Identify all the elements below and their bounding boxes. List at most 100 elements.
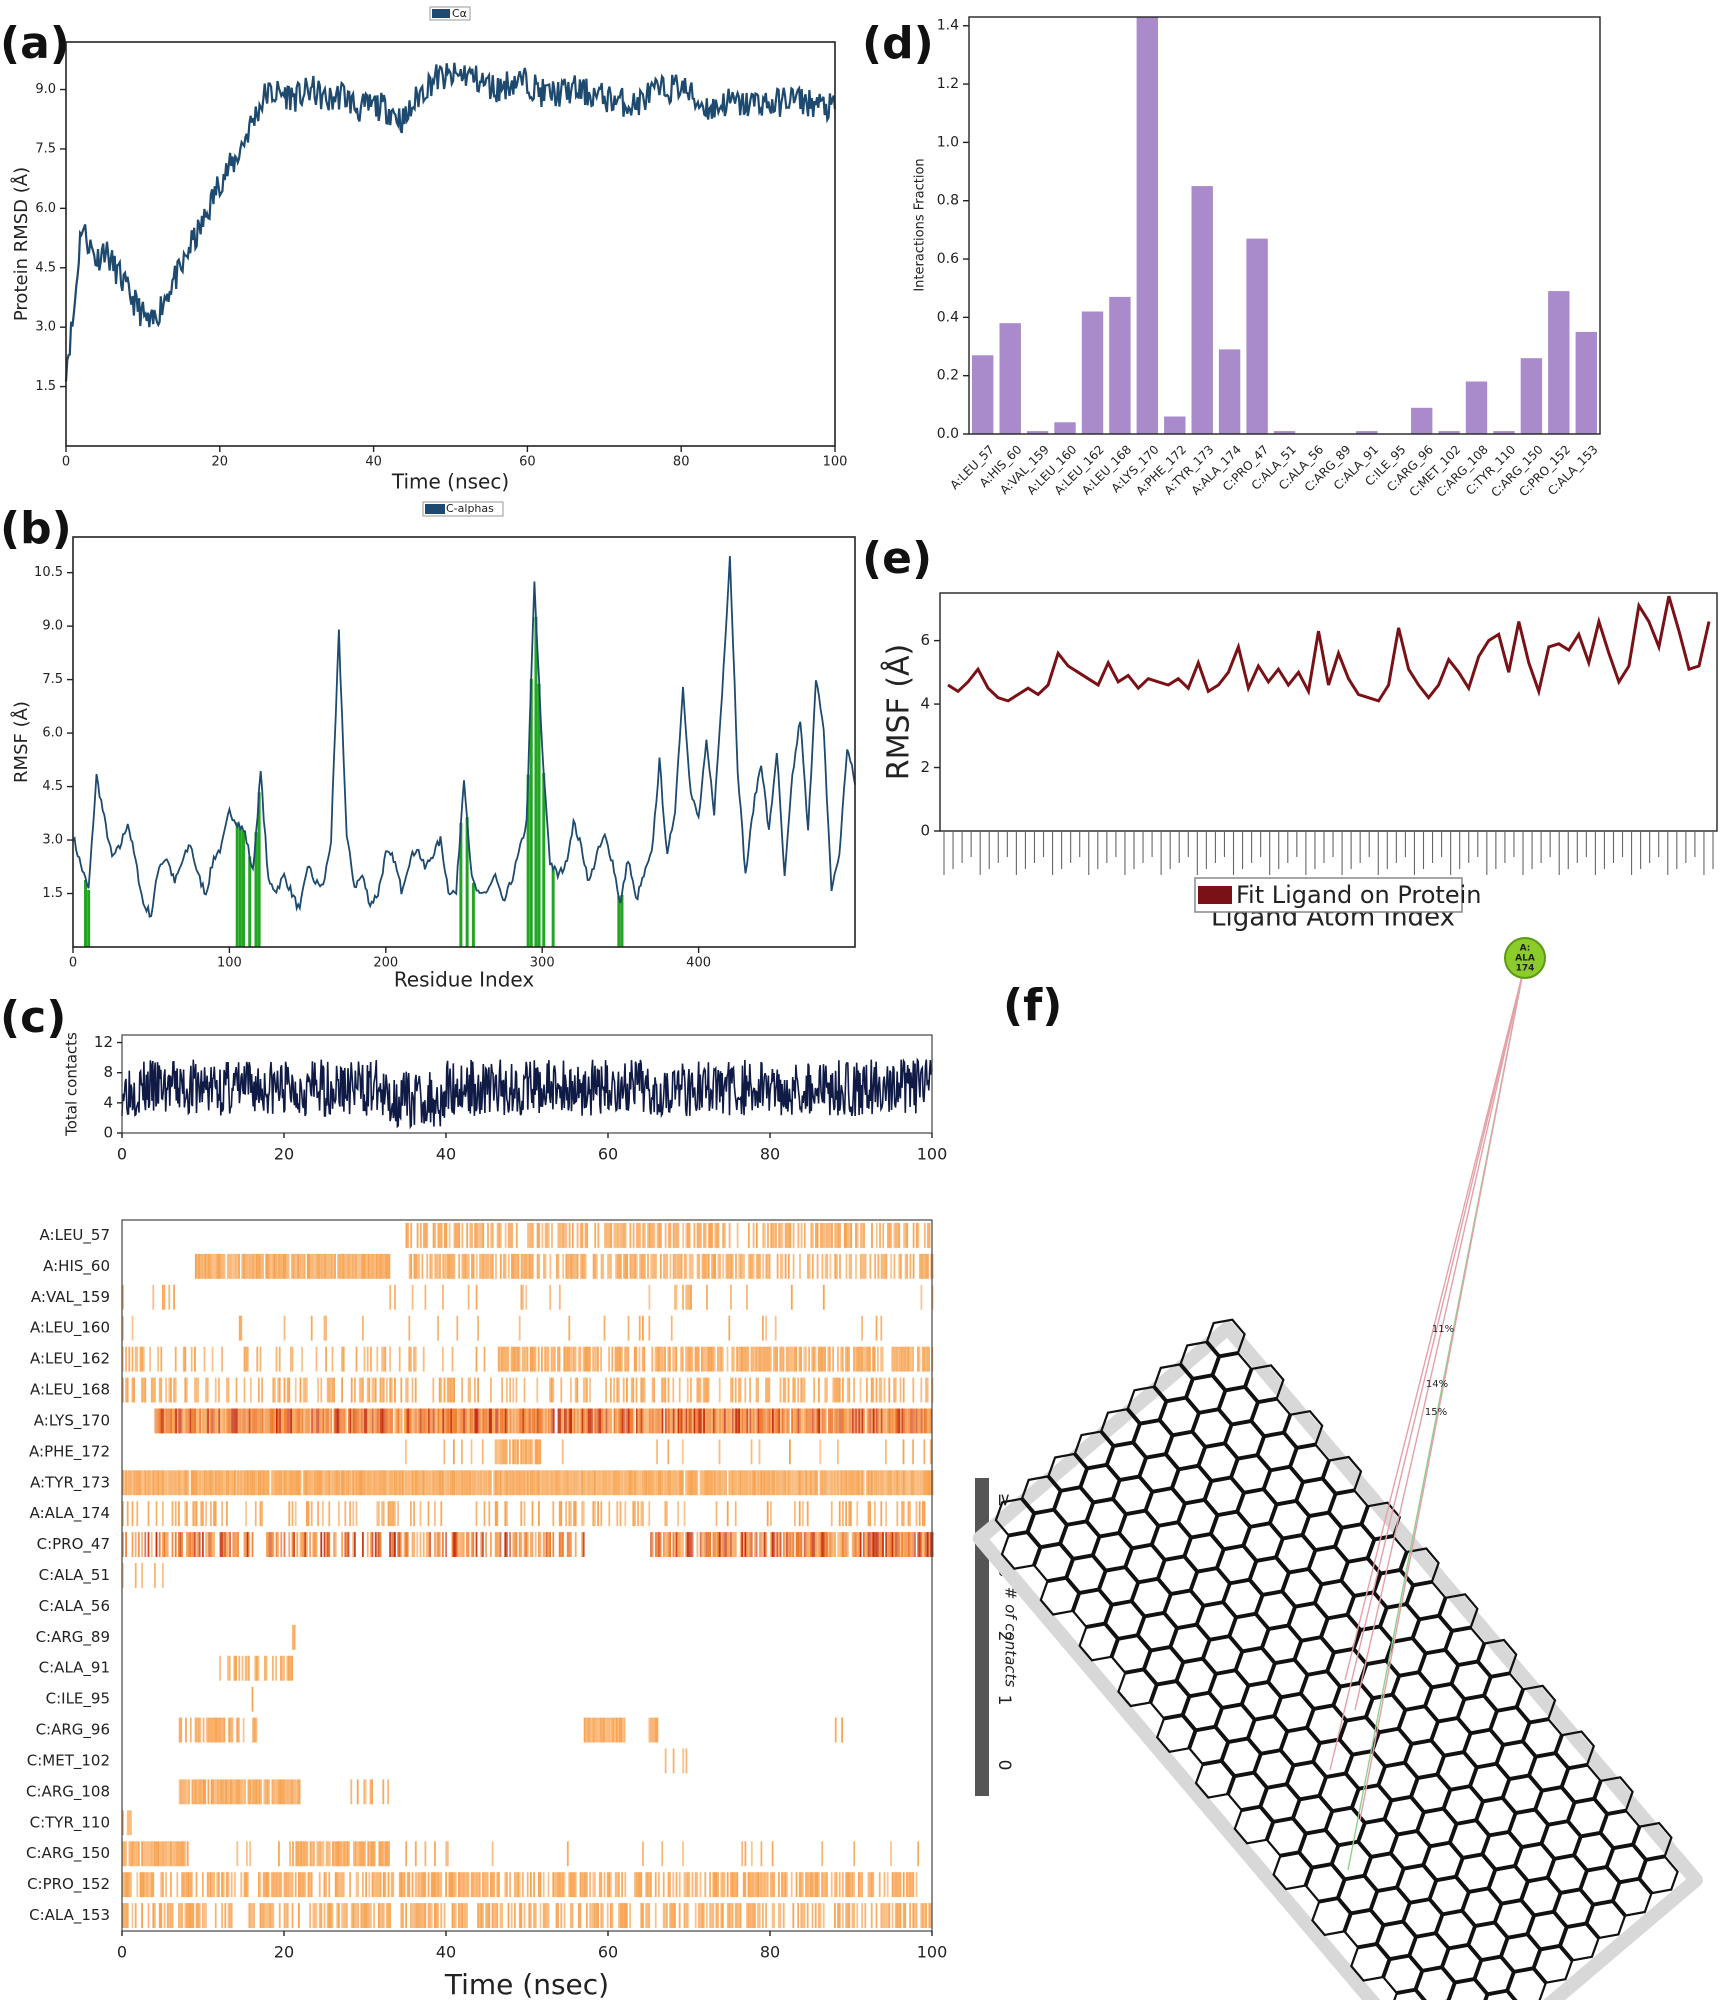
interaction-bar [1575, 331, 1597, 434]
heatmap-cell [482, 1470, 484, 1496]
heatmap-cell [608, 1501, 611, 1527]
heatmap-cell [549, 1284, 552, 1310]
heatmap-cell [406, 1532, 409, 1557]
heatmap-cell [765, 1408, 768, 1434]
heatmap-cell [370, 1903, 372, 1928]
heatmap-cell [664, 1748, 667, 1774]
heatmap-cell [706, 1408, 709, 1434]
heatmap-cell [255, 1717, 258, 1743]
heatmap-cell [456, 1223, 459, 1248]
heatmap-cell [378, 1470, 380, 1496]
heatmap-cell [318, 1903, 321, 1928]
heatmap-cell [810, 1408, 813, 1434]
nanotube-hexagon [1143, 1646, 1184, 1685]
heatmap-cell [616, 1470, 619, 1496]
heatmap-cell [503, 1408, 505, 1434]
heatmap-cell [840, 1532, 843, 1557]
nanotube-hexagon [1350, 1943, 1390, 1982]
heatmap-cell [928, 1223, 931, 1248]
heatmap-cell [368, 1408, 371, 1434]
heatmap-cell [816, 1470, 819, 1496]
heatmap-cell [800, 1377, 803, 1403]
heatmap-cell [529, 1439, 532, 1465]
heatmap-cell [551, 1223, 553, 1248]
heatmap-cell [867, 1532, 870, 1557]
nanotube-hexagon [1179, 1340, 1220, 1380]
rmsf-plot-frame [72, 536, 856, 948]
heatmap-cell [636, 1408, 638, 1434]
heatmap-cell [837, 1346, 839, 1372]
heatmap-cell [354, 1408, 357, 1434]
heatmap-cell [221, 1346, 223, 1372]
heatmap-cell [475, 1253, 478, 1279]
heatmap-cell [773, 1532, 776, 1557]
nanotube-hexagon [1047, 1452, 1088, 1492]
heatmap-cell [893, 1253, 896, 1279]
heatmap-cell [870, 1532, 873, 1557]
heatmap-cell [320, 1841, 323, 1867]
heatmap-cell [391, 1408, 393, 1434]
heatmap-cell [814, 1872, 817, 1898]
heatmap-cell [782, 1532, 785, 1557]
heatmap-cell [487, 1253, 489, 1279]
heatmap-cell [797, 1532, 800, 1557]
heatmap-cell [286, 1903, 289, 1928]
heatmap-row-label: C:TYR_110 [30, 1813, 110, 1832]
heatmap-cell [160, 1408, 163, 1434]
nanotube-hexagon [1469, 1763, 1510, 1802]
heatmap-cell [560, 1532, 563, 1557]
heatmap-cell [832, 1377, 835, 1403]
heatmap-cell [595, 1903, 598, 1928]
heatmap-cell [573, 1253, 576, 1279]
heatmap-cell [477, 1223, 480, 1248]
heatmap-cell [308, 1408, 310, 1434]
heatmap-cell [680, 1408, 683, 1434]
heatmap-cell [912, 1377, 915, 1403]
heatmap-cell [608, 1872, 611, 1898]
heatmap-cell [615, 1408, 617, 1434]
heatmap-cell [444, 1408, 446, 1434]
heatmap-cell [179, 1532, 182, 1557]
nanotube-hexagon [1139, 1453, 1179, 1492]
heatmap-cell [846, 1377, 849, 1403]
rmsf-legend-label: C-alphas [446, 502, 494, 515]
heatmap-cell [167, 1408, 169, 1434]
interaction-percent-label: 14% [1426, 1379, 1448, 1390]
heatmap-cell [739, 1903, 742, 1928]
heatmap-cell [806, 1532, 809, 1557]
heatmap-cell [434, 1872, 436, 1898]
heatmap-cell [250, 1377, 252, 1403]
heatmap-cell [557, 1408, 560, 1434]
heatmap-cell [779, 1223, 782, 1248]
heatmap-cell [622, 1377, 625, 1403]
heatmap-cell [539, 1470, 542, 1496]
heatmap-cell [346, 1532, 348, 1557]
heatmap-cell [264, 1470, 267, 1496]
heatmap-cell [150, 1377, 153, 1403]
heatmap-cell [398, 1470, 401, 1496]
heatmap-cell [275, 1346, 278, 1372]
heatmap-cell [723, 1532, 726, 1557]
heatmap-cell [786, 1470, 788, 1496]
ligand-legend-box [1194, 877, 1463, 913]
heatmap-cell [674, 1253, 677, 1279]
heatmap-cell [180, 1408, 182, 1434]
heatmap-cell [787, 1377, 790, 1403]
heatmap-cell [184, 1377, 187, 1403]
heatmap-cell [437, 1253, 440, 1279]
heatmap-cell [155, 1470, 158, 1496]
heatmap-cell [894, 1903, 897, 1928]
heatmap-cell [743, 1253, 745, 1279]
heatmap-cell [702, 1903, 705, 1928]
heatmap-cell [568, 1315, 571, 1341]
heatmap-cell [586, 1872, 588, 1898]
heatmap-cell [467, 1377, 470, 1403]
heatmap-cell [252, 1779, 255, 1805]
heatmap-cell [673, 1346, 676, 1372]
heatmap-cell [677, 1253, 680, 1279]
heatmap-cell [754, 1470, 756, 1496]
heatmap-cell [595, 1346, 598, 1372]
heatmap-cell [850, 1408, 853, 1434]
heatmap-cell [252, 1408, 254, 1434]
heatmap-cell [923, 1439, 926, 1465]
